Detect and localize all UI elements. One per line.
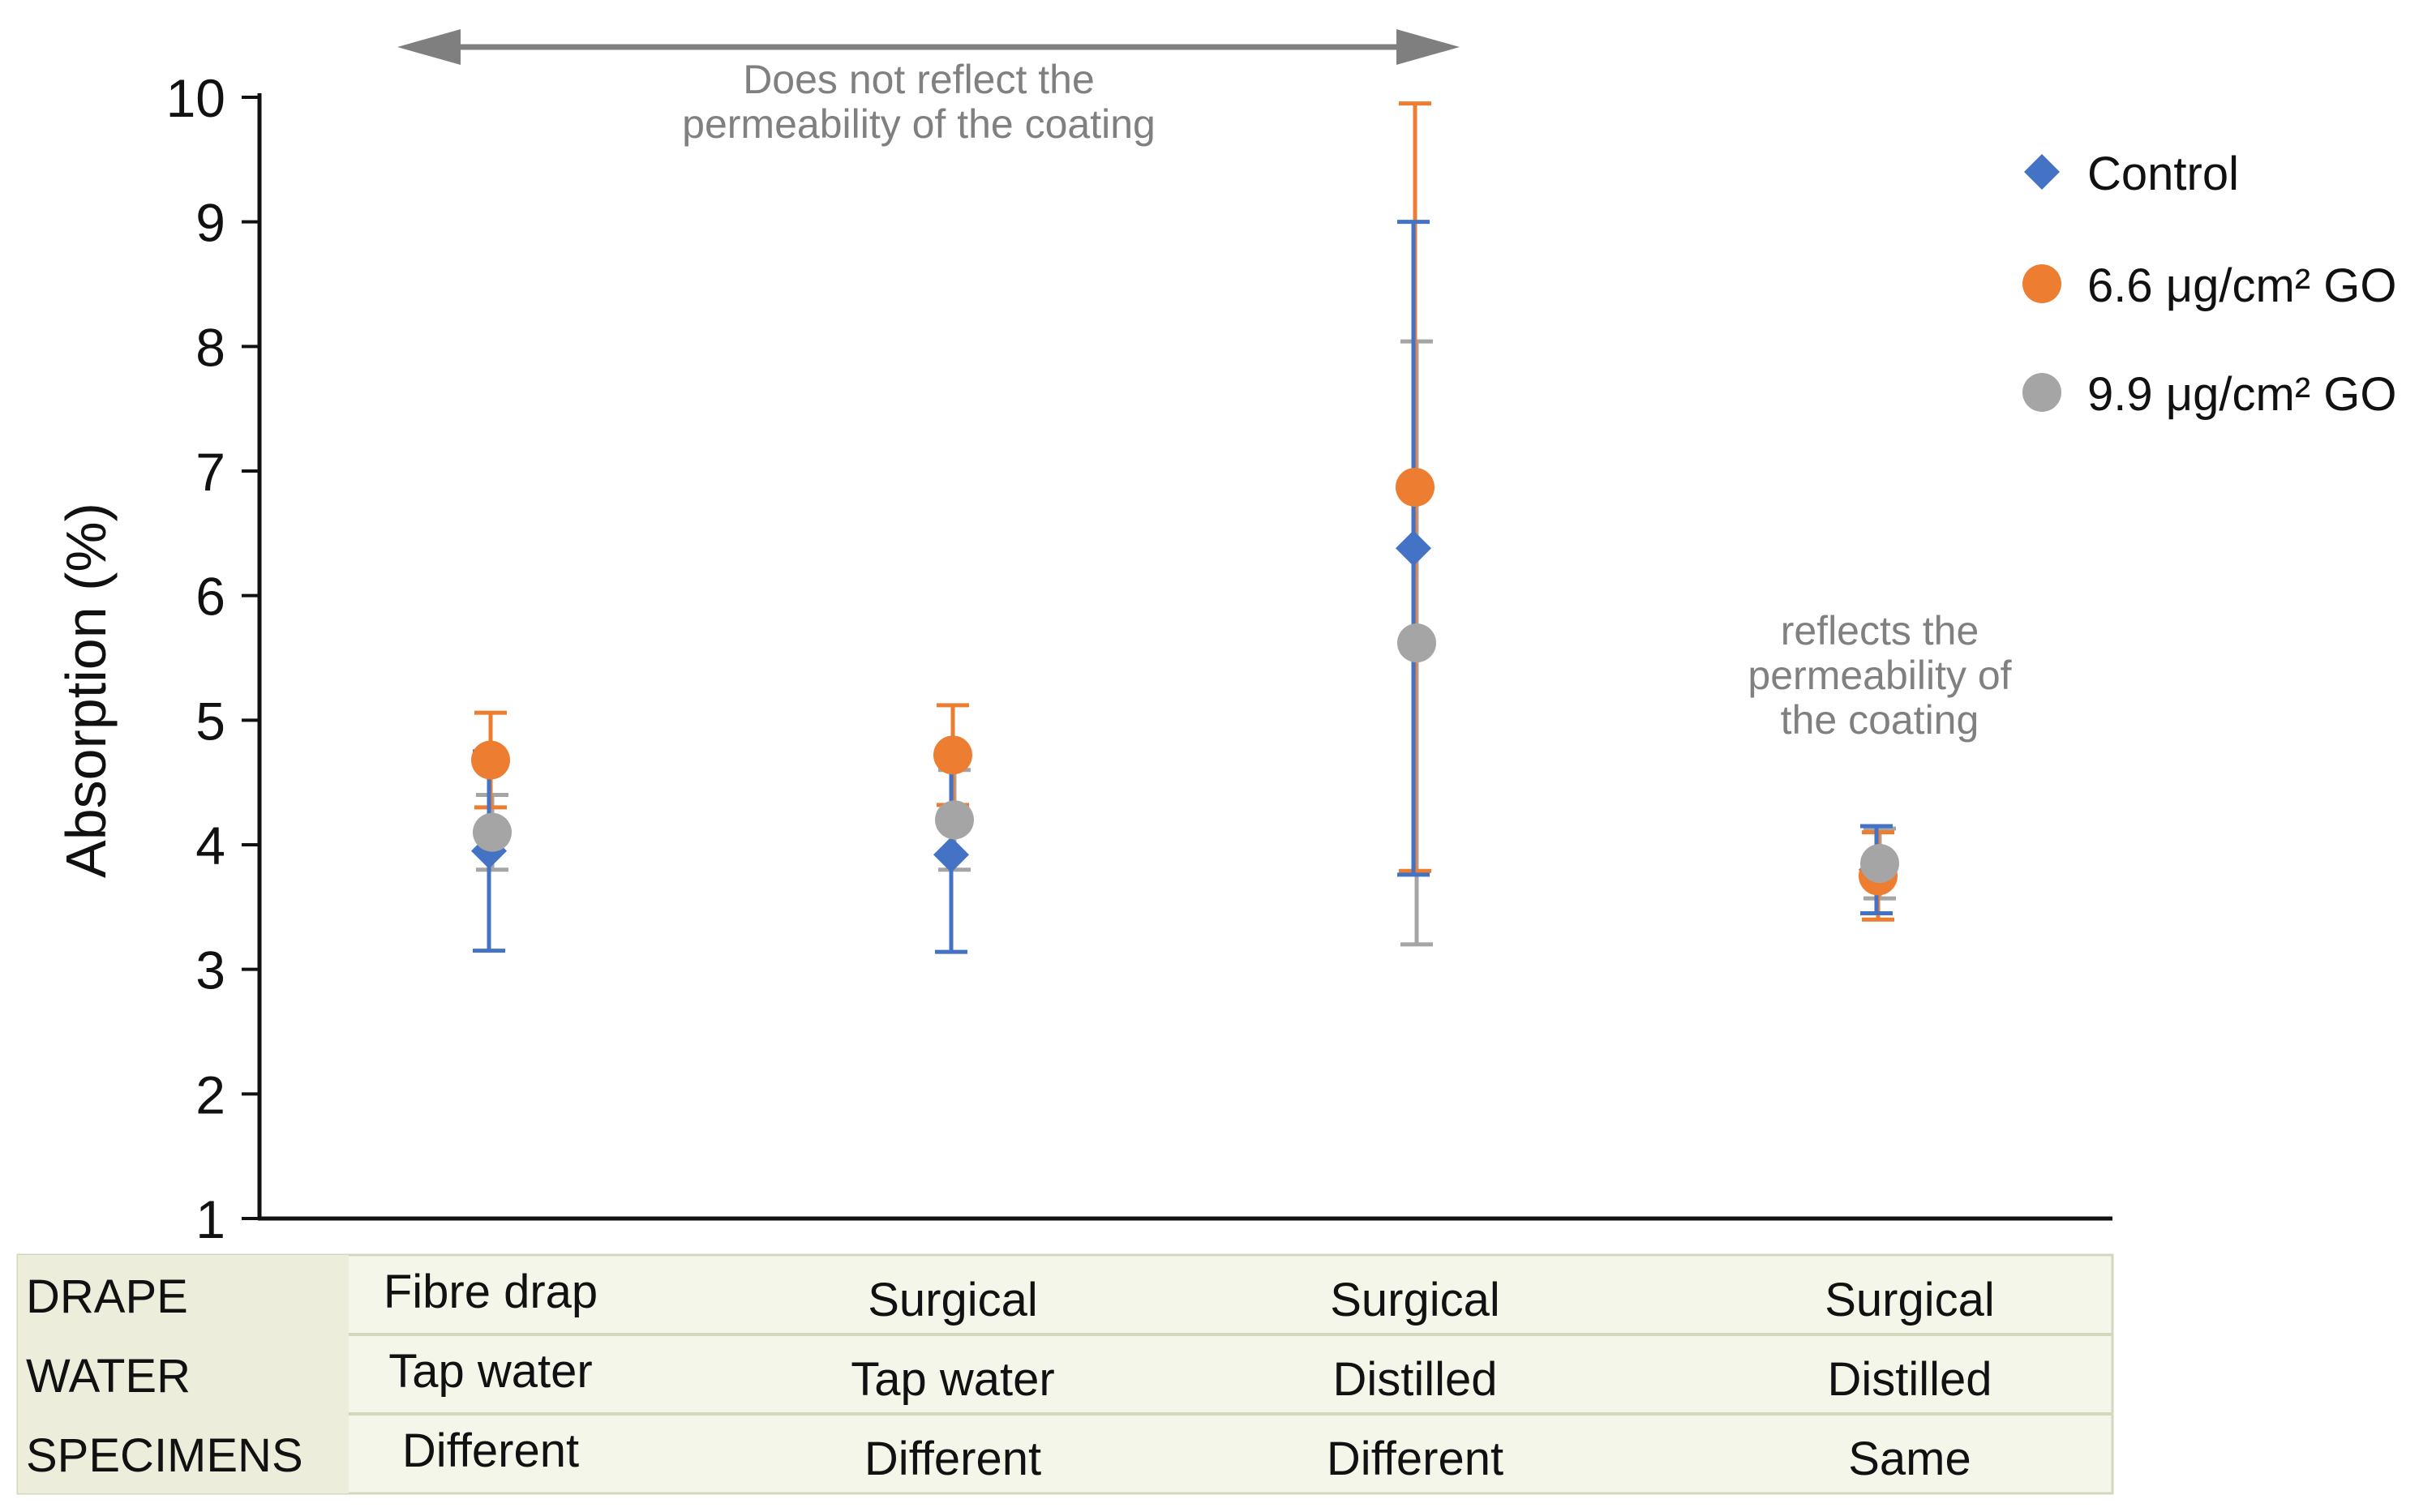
data-point-go-9-9: [473, 812, 512, 852]
table-cell: Different: [1327, 1433, 1503, 1485]
data-point-go-6-6: [1396, 467, 1435, 507]
data-point-control: [1396, 530, 1431, 567]
legend-marker: [2022, 373, 2061, 412]
range-arrow-right-head: [1396, 29, 1460, 65]
legend-marker: [2022, 264, 2061, 303]
conditions-table-label-column: [18, 1255, 349, 1493]
table-cell: Different: [402, 1424, 579, 1477]
table-cell: Surgical: [868, 1274, 1038, 1326]
table-cell: Surgical: [1825, 1274, 1995, 1326]
legend-label: 6.6 μg/cm² GO: [2087, 259, 2397, 312]
data-point-go-9-9: [935, 800, 974, 840]
y-tick-label: 8: [195, 317, 225, 377]
table-row-label: WATER: [26, 1350, 191, 1403]
legend-label: 9.9 μg/cm² GO: [2087, 368, 2397, 421]
table-cell: Different: [864, 1433, 1041, 1485]
annotation-reflects-line: permeability of: [1748, 653, 2011, 698]
annotation-reflects-line: reflects the: [1781, 608, 1979, 653]
table-cell: Distilled: [1332, 1353, 1497, 1406]
table-cell: Fibre drap: [384, 1266, 598, 1318]
y-tick-label: 7: [195, 442, 225, 502]
data-point-go-9-9: [1397, 623, 1436, 663]
table-cell: Surgical: [1330, 1274, 1500, 1326]
y-tick-label: 4: [195, 816, 225, 876]
y-tick-label: 1: [195, 1189, 225, 1249]
y-tick-label: 10: [166, 68, 225, 128]
y-tick-label: 9: [195, 193, 225, 253]
legend-marker-control: [2024, 154, 2060, 190]
table-row-label: SPECIMENS: [26, 1429, 303, 1482]
y-tick-label: 3: [195, 940, 225, 1000]
annotation-no-reflect-line: permeability of the coating: [682, 101, 1156, 147]
y-axis-label: Absorption (%): [54, 503, 118, 878]
data-point-go-9-9: [1860, 844, 1899, 884]
range-arrow-left-head: [397, 29, 461, 65]
data-point-control: [933, 837, 969, 873]
conditions-table: [16, 1253, 2114, 1495]
table-cell: Distilled: [1827, 1353, 1992, 1406]
y-tick-label: 5: [195, 691, 225, 751]
table-cell: Tap water: [851, 1353, 1054, 1406]
data-point-go-6-6: [471, 740, 510, 780]
table-cell: Same: [1848, 1433, 1971, 1485]
annotation-no-reflect-line: Does not reflect the: [743, 57, 1095, 102]
y-tick-label: 6: [195, 567, 225, 627]
data-point-go-6-6: [933, 735, 972, 775]
annotation-reflects-line: the coating: [1781, 697, 1979, 743]
legend-label: Control: [2087, 148, 2239, 200]
table-row-label: DRAPE: [26, 1270, 188, 1323]
table-cell: Tap water: [388, 1345, 592, 1398]
y-tick-label: 2: [195, 1064, 225, 1124]
